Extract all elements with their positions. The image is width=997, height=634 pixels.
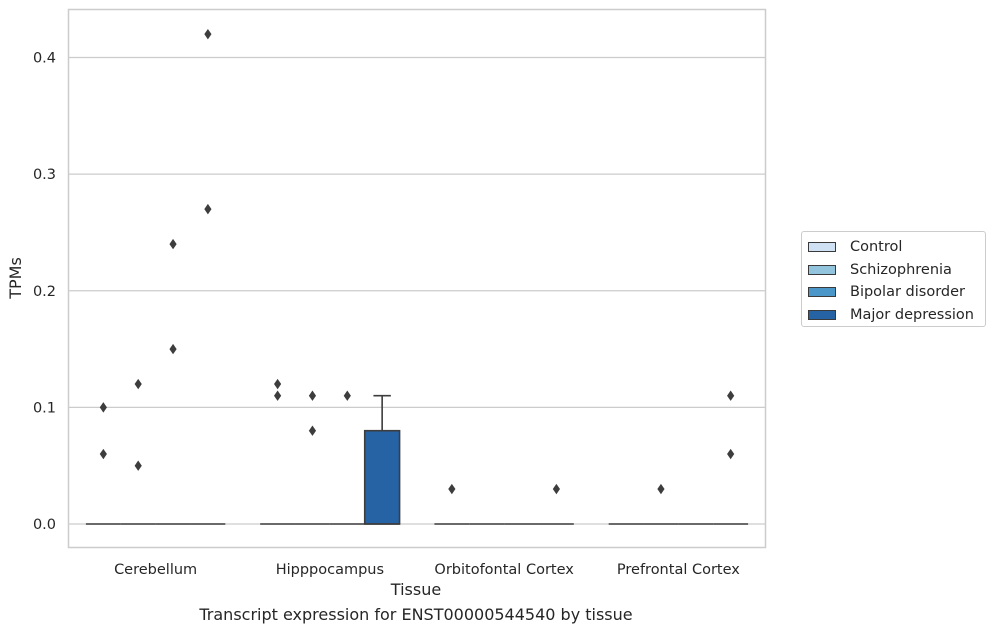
box-3-1 <box>363 394 401 525</box>
outlier-point <box>169 343 177 355</box>
legend-swatch <box>808 287 836 298</box>
outliers <box>99 28 735 495</box>
x-tick-label: Hipppocampus <box>276 562 384 578</box>
legend-item: Bipolar disorder <box>802 281 985 304</box>
y-tick-labels: 0.0 0.1 0.2 0.3 0.4 <box>33 51 56 534</box>
outlier-point <box>657 483 665 495</box>
outlier-point <box>448 483 456 495</box>
outlier-point <box>343 390 351 401</box>
outlier-point <box>274 378 282 390</box>
plot-frame <box>67 8 767 549</box>
y-tick-label: 0.4 <box>33 51 56 67</box>
outlier-point <box>727 448 735 460</box>
x-tick-label: Prefrontal Cortex <box>617 562 740 578</box>
y-tick-label: 0.1 <box>33 400 56 416</box>
outlier-point <box>169 238 177 250</box>
legend-item: Major depression <box>802 304 985 327</box>
outlier-point <box>204 28 212 40</box>
legend-item: Schizophrenia <box>802 259 985 282</box>
legend: Control Schizophrenia Bipolar disorder Majo… <box>801 231 986 327</box>
outlier-point <box>134 460 142 471</box>
box-body <box>363 429 401 525</box>
y-axis-title: TPMs <box>6 257 25 300</box>
legend-swatch <box>808 264 836 275</box>
legend-swatch <box>808 309 836 320</box>
x-tick-labels: Cerebellum Hipppocampus Orbitofontal Corte… <box>114 562 740 578</box>
legend-label: Control <box>850 239 903 256</box>
legend-label: Schizophrenia <box>850 261 952 278</box>
gridlines <box>68 56 766 525</box>
legend-label: Bipolar disorder <box>850 284 965 301</box>
legend-item: Control <box>802 236 985 259</box>
y-tick-label: 0.0 <box>33 517 56 533</box>
x-axis-title: Tissue <box>390 580 441 599</box>
boxes <box>85 394 749 525</box>
outlier-point <box>552 483 560 495</box>
outlier-point <box>99 448 107 460</box>
y-tick-label: 0.3 <box>33 167 56 183</box>
outlier-point <box>134 378 142 390</box>
x-tick-label: Orbitofontal Cortex <box>434 562 574 578</box>
outlier-point <box>308 390 317 401</box>
legend-swatch <box>808 242 836 253</box>
outlier-point <box>727 390 735 401</box>
outlier-point <box>99 402 107 413</box>
x-tick-label: Cerebellum <box>114 562 197 578</box>
y-tick-label: 0.2 <box>33 284 56 300</box>
legend-label: Major depression <box>850 306 974 323</box>
outlier-point <box>274 390 282 401</box>
chart-title: Transcript expression for ENST0000054454… <box>199 605 633 624</box>
outlier-point <box>204 203 212 215</box>
outlier-point <box>308 425 317 436</box>
